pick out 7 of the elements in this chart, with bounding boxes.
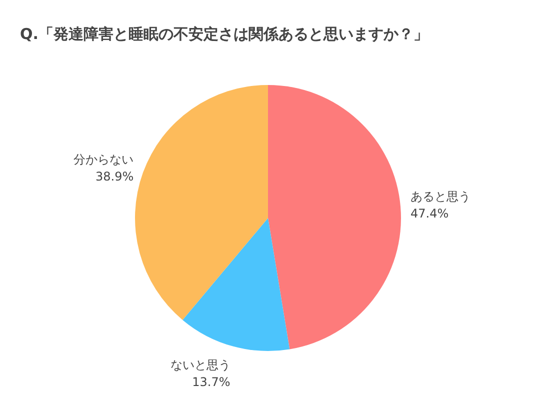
slice-label: 分からない <box>74 152 134 166</box>
data-label: 38.9% <box>95 169 134 184</box>
data-label: 13.7% <box>192 375 230 390</box>
chart-title: Q.「発達障害と睡眠の不安定さは関係あると思いますか？」 <box>20 24 428 43</box>
slice-label: あると思う <box>410 189 471 204</box>
slice-label: ないと思う <box>170 358 230 372</box>
data-label: 47.4% <box>410 206 449 220</box>
